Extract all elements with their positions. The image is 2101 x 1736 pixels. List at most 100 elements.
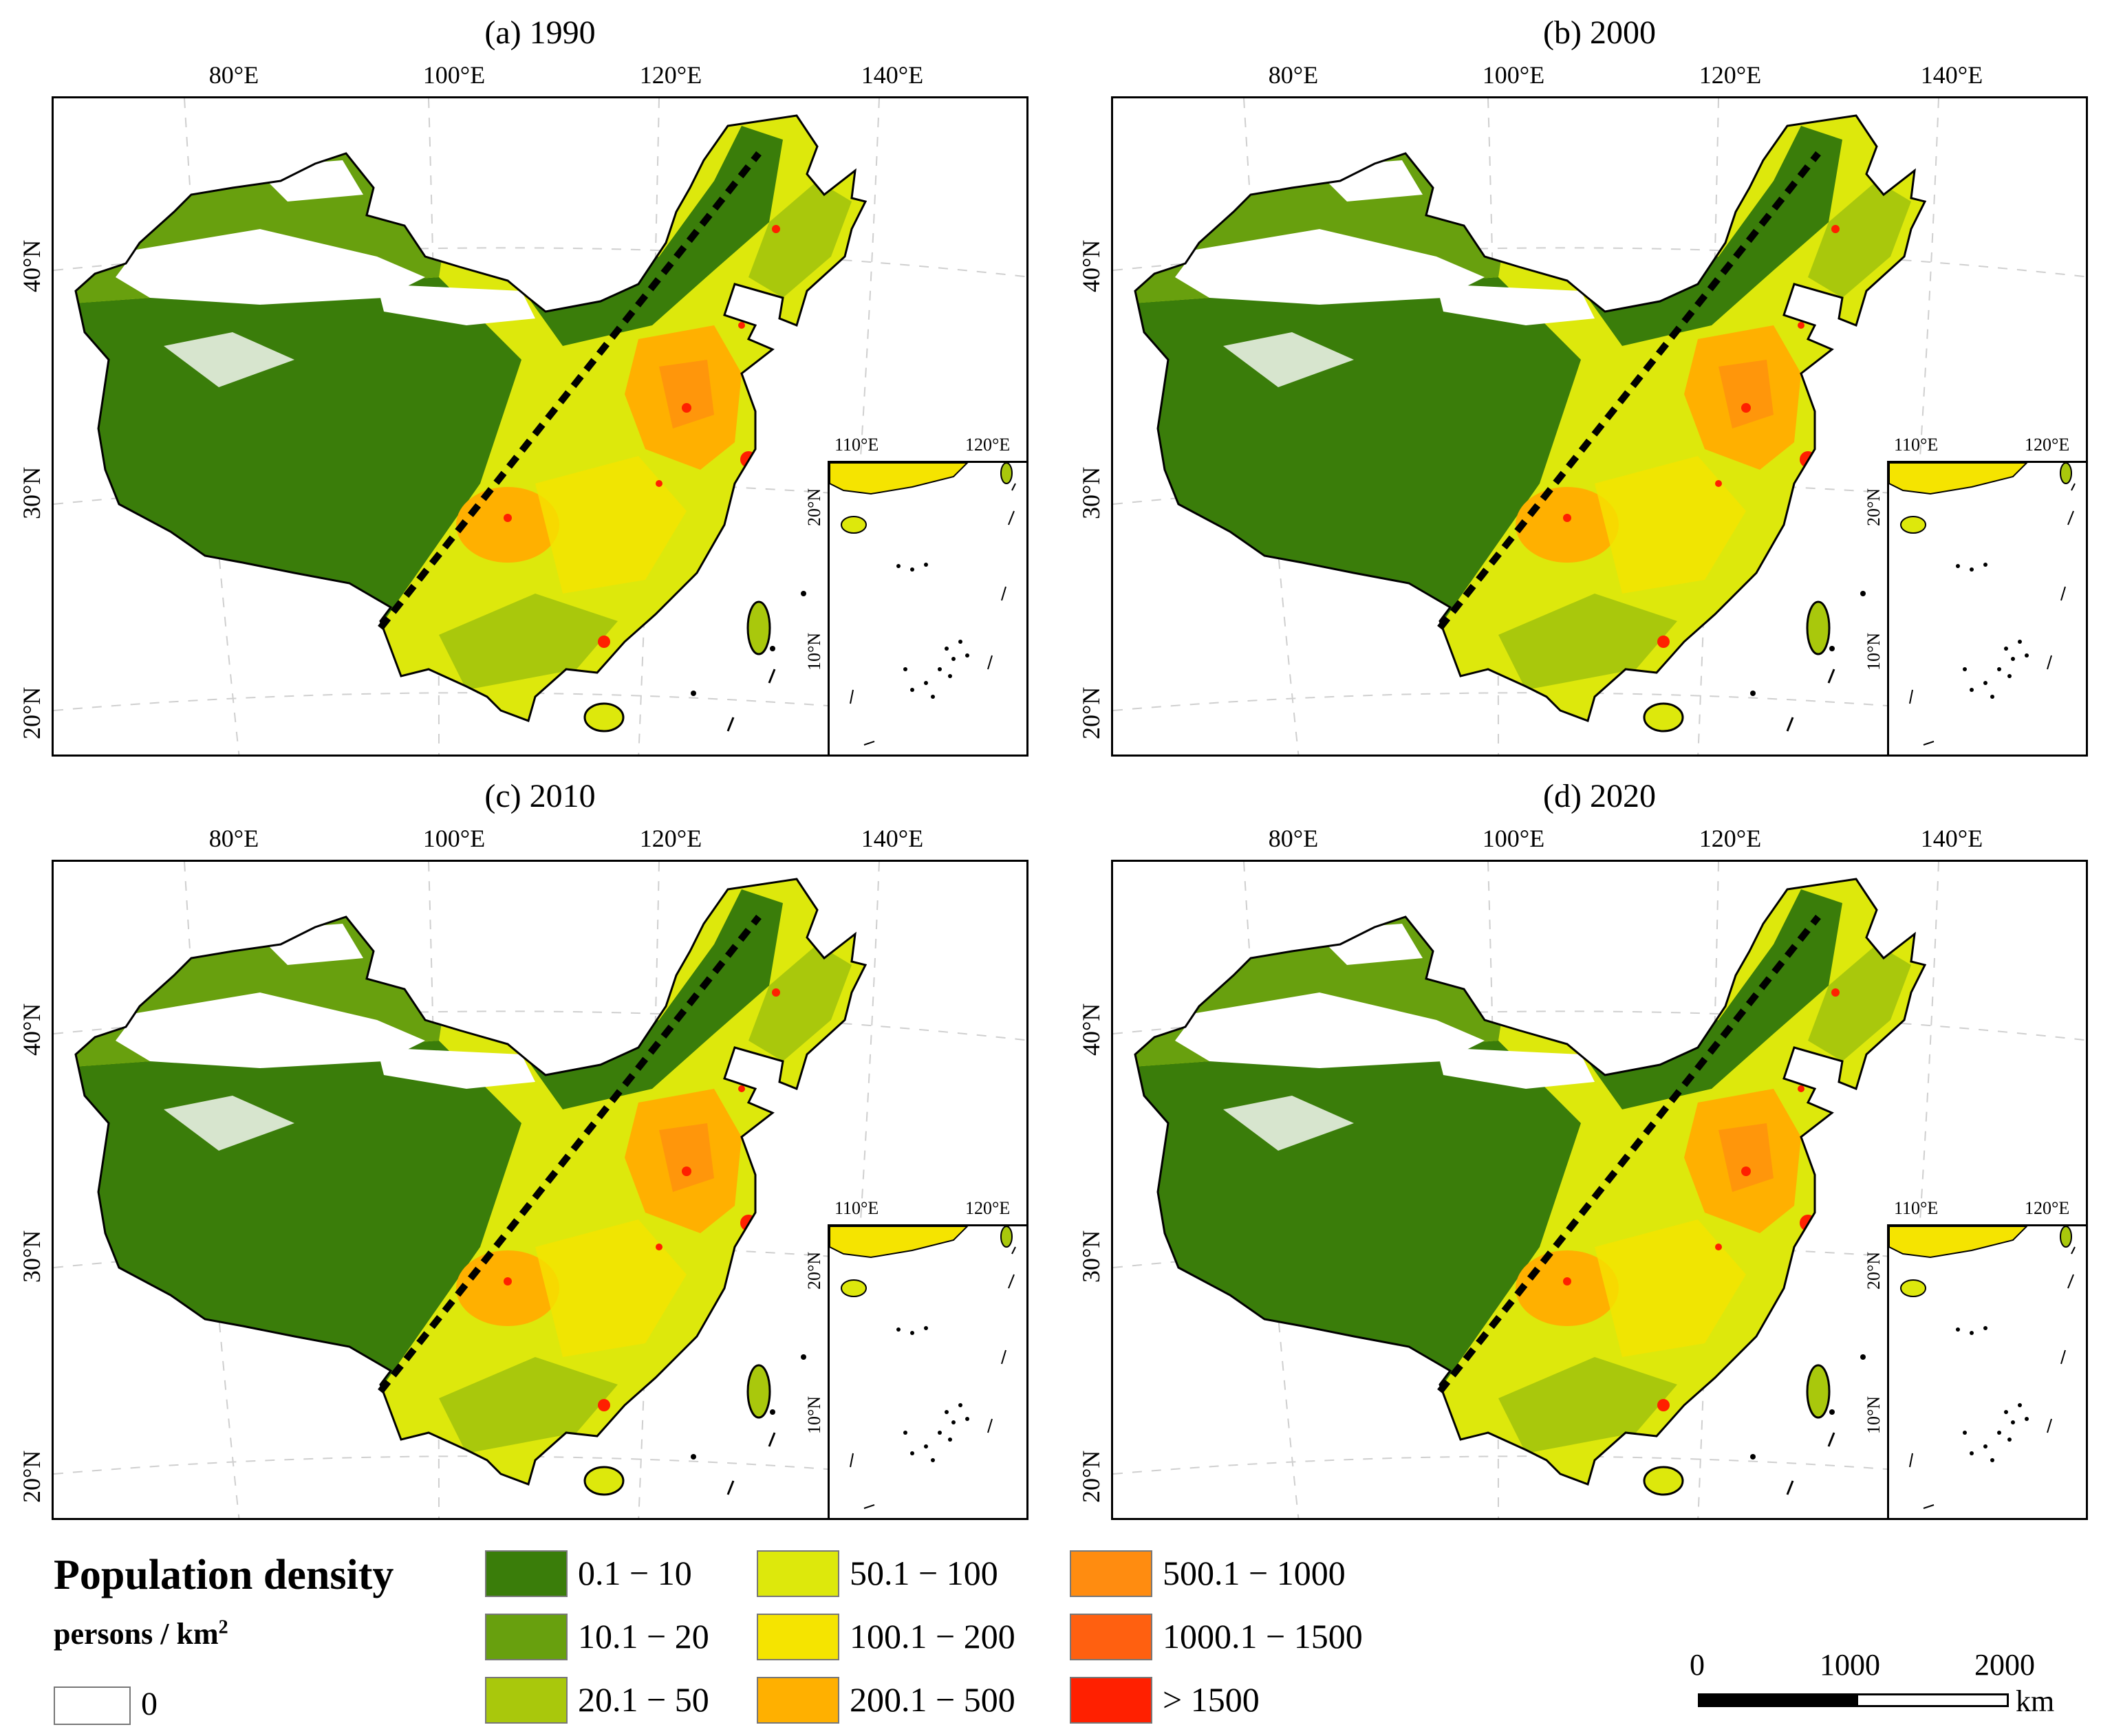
hainan-island [583, 702, 625, 733]
hu-line [1437, 151, 1821, 631]
legend-swatch [1070, 1677, 1152, 1724]
latitude-label: 20°N [18, 686, 45, 739]
hainan-island [583, 1466, 625, 1496]
legend-label: 0.1 − 10 [578, 1554, 692, 1592]
longitude-label: 120°E [639, 825, 702, 852]
china-outline [1134, 114, 1927, 722]
legend-swatch-zero [54, 1686, 131, 1725]
panel-title: (d) 2020 [1543, 778, 1656, 814]
legend-unit: persons / km2 [54, 1616, 228, 1651]
map-frame: 110°E 120°E 20°N 10°N [52, 96, 1028, 757]
population-map [1113, 862, 2086, 1518]
china-outline [74, 114, 868, 722]
scale-bar-white-segment [1856, 1693, 2009, 1707]
legend-swatch [1070, 1614, 1152, 1660]
longitude-label: 120°E [1699, 61, 1762, 89]
inset-longitude-label: 120°E [965, 1198, 1011, 1218]
south-china-sea-inset [828, 461, 1026, 755]
inset-latitude-label: 10°N [1864, 1396, 1884, 1434]
hu-line [378, 151, 762, 631]
china-outline [74, 878, 868, 1486]
latitude-label: 20°N [1077, 1450, 1105, 1503]
south-china-sea-inset [1887, 461, 2086, 755]
inset-map [1889, 1226, 2076, 1509]
latitude-label: 30°N [1077, 466, 1105, 519]
longitude-label: 140°E [861, 825, 924, 852]
inset-map [830, 1226, 1016, 1509]
taiwan-island [746, 600, 771, 655]
legend-label: 200.1 − 500 [850, 1680, 1015, 1719]
panel-title: (a) 1990 [484, 14, 596, 51]
longitude-label: 140°E [1920, 61, 1983, 89]
longitude-label: 80°E [208, 61, 259, 89]
legend-label-zero: 0 [141, 1686, 158, 1722]
legend-title: Population density [54, 1552, 394, 1598]
population-map [54, 862, 1026, 1518]
panel-title: (c) 2010 [484, 778, 596, 814]
legend-label: > 1500 [1163, 1680, 1260, 1719]
inset-longitude-label: 120°E [965, 435, 1011, 455]
inset-latitude-label: 10°N [804, 1396, 824, 1434]
legend-label: 1000.1 − 1500 [1163, 1617, 1363, 1656]
legend-swatch [757, 1614, 839, 1660]
legend-label: 10.1 − 20 [578, 1617, 709, 1656]
inset-longitude-label: 110°E [834, 1198, 879, 1218]
taiwan-island [1806, 600, 1831, 655]
map-frame: 110°E 120°E 20°N 10°N [52, 860, 1028, 1520]
legend-swatch [485, 1677, 568, 1724]
longitude-label: 120°E [639, 61, 702, 89]
longitude-label: 140°E [1920, 825, 1983, 852]
south-china-sea-inset [828, 1224, 1026, 1518]
longitude-label: 100°E [1482, 61, 1545, 89]
longitude-label: 100°E [422, 825, 486, 852]
latitude-label: 40°N [1077, 239, 1105, 292]
inset-latitude-label: 20°N [1864, 1251, 1884, 1290]
longitude-label: 120°E [1699, 825, 1762, 852]
inset-latitude-label: 20°N [1864, 488, 1884, 526]
hu-line [1437, 914, 1821, 1394]
legend-label: 500.1 − 1000 [1163, 1554, 1346, 1592]
scale-bar-black-segment [1698, 1693, 1856, 1707]
latitude-label: 40°N [18, 1003, 45, 1056]
map-frame: 110°E 120°E 20°N 10°N [1111, 96, 2088, 757]
legend-unit-superscript: 2 [218, 1616, 228, 1638]
taiwan-island [746, 1364, 771, 1419]
longitude-label: 80°E [1268, 61, 1319, 89]
longitude-label: 80°E [1268, 825, 1319, 852]
latitude-label: 30°N [1077, 1230, 1105, 1283]
map-frame: 110°E 120°E 20°N 10°N [1111, 860, 2088, 1520]
population-map [1113, 98, 2086, 755]
legend-swatch [757, 1677, 839, 1724]
hu-line [378, 914, 762, 1394]
scale-unit: km [2016, 1684, 2055, 1718]
legend-label: 50.1 − 100 [850, 1554, 998, 1592]
longitude-label: 100°E [1482, 825, 1545, 852]
legend-label: 20.1 − 50 [578, 1680, 709, 1719]
inset-longitude-label: 110°E [1894, 1198, 1939, 1218]
legend-swatch [485, 1550, 568, 1597]
inset-longitude-label: 120°E [2025, 435, 2070, 455]
china-outline [1134, 878, 1927, 1486]
inset-latitude-label: 20°N [804, 1251, 824, 1290]
panel-title: (b) 2000 [1543, 14, 1656, 51]
hainan-island [1643, 702, 1684, 733]
population-map [54, 98, 1026, 755]
hainan-island [1643, 1466, 1684, 1496]
inset-latitude-label: 10°N [804, 632, 824, 671]
inset-map [1889, 463, 2076, 746]
legend-swatch [1070, 1550, 1152, 1597]
latitude-label: 20°N [1077, 686, 1105, 739]
inset-latitude-label: 10°N [1864, 632, 1884, 671]
inset-latitude-label: 20°N [804, 488, 824, 526]
legend-unit-text: persons / km [54, 1617, 219, 1651]
inset-map [830, 463, 1016, 746]
longitude-label: 140°E [861, 61, 924, 89]
china-density-fill [76, 116, 865, 721]
latitude-label: 40°N [1077, 1003, 1105, 1056]
scale-label-0: 0 [1690, 1648, 1705, 1682]
legend-label: 100.1 − 200 [850, 1617, 1015, 1656]
taiwan-island [1806, 1364, 1831, 1419]
scale-label-1000: 1000 [1820, 1648, 1880, 1682]
latitude-label: 30°N [18, 1230, 45, 1283]
legend-swatch [757, 1550, 839, 1597]
